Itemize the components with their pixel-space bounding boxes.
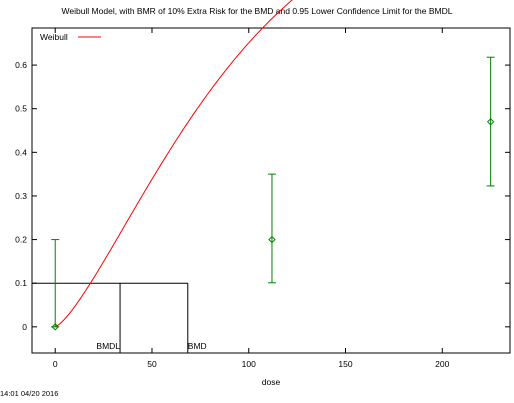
x-tick-label: 200	[435, 359, 449, 369]
x-tick-label: 50	[147, 359, 157, 369]
x-axis-label: dose	[262, 377, 281, 387]
x-tick-label: 100	[242, 359, 256, 369]
model-curve-weibull	[54, 0, 293, 328]
observations	[51, 56, 495, 331]
bmd-markers: BMDL BMD	[32, 282, 207, 353]
data-point-diamond	[51, 323, 59, 331]
model-curve-group	[54, 0, 293, 328]
y-tick-label: 0.6	[15, 60, 27, 70]
x-tick-label: 150	[338, 359, 352, 369]
data-point-diamond	[486, 118, 495, 126]
chart-title: Weibull Model, with BMR of 10% Extra Ris…	[61, 6, 452, 16]
y-tick-label: 0.2	[15, 235, 27, 245]
axis-ticks: 0 0.1 0.2 0.3 0.4 0.5 0.6 0 50 100 150 200	[15, 28, 510, 369]
y-tick-label: 0.5	[15, 104, 27, 114]
x-tick-label: 0	[53, 359, 58, 369]
bmdl-label: BMDL	[96, 341, 120, 351]
data-point-diamond	[268, 235, 276, 244]
plot-frame	[31, 27, 511, 354]
y-tick-label: 0.3	[15, 191, 27, 201]
bmd-label: BMD	[188, 341, 207, 351]
y-tick-label: 0	[22, 322, 27, 332]
y-tick-label: 0.1	[15, 278, 27, 288]
footer-timestamp: 14:01 04/20 2016	[0, 389, 58, 398]
legend-label: Weibull	[40, 32, 68, 42]
legend: Weibull	[40, 32, 101, 42]
y-tick-label: 0.4	[15, 147, 27, 157]
